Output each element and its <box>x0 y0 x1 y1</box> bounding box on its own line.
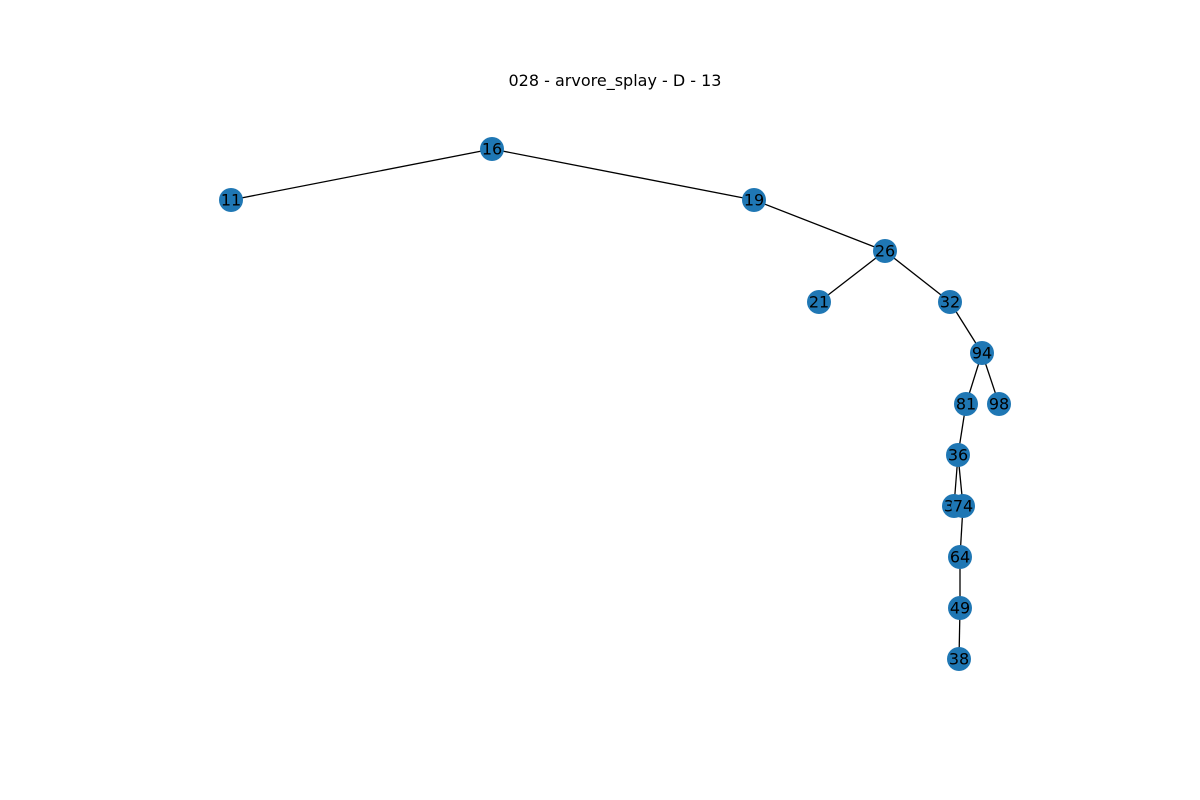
edge-26-21 <box>818 250 886 303</box>
node-16: 16 <box>480 137 504 161</box>
diagram-title: 028 - arvore_splay - D - 13 <box>508 71 722 90</box>
node-49: 49 <box>948 596 972 620</box>
node-38: 38 <box>947 647 971 671</box>
edge-16-19 <box>491 148 755 201</box>
node-label: 11 <box>221 191 241 210</box>
node-19: 19 <box>742 188 766 212</box>
node-64: 64 <box>948 545 972 569</box>
node-label: 64 <box>950 548 970 567</box>
edge-16-11 <box>230 148 493 201</box>
node-circle <box>742 188 766 212</box>
node-circle <box>873 239 897 263</box>
node-label: 36 <box>948 446 968 465</box>
edge-19-26 <box>753 199 886 252</box>
node-circle <box>954 392 978 416</box>
node-label: 32 <box>940 293 960 312</box>
node-circle <box>219 188 243 212</box>
node-circle <box>480 137 504 161</box>
node-circle <box>987 392 1011 416</box>
node-94: 94 <box>970 341 994 365</box>
node-11: 11 <box>219 188 243 212</box>
node-circle <box>946 443 970 467</box>
node-circle <box>948 545 972 569</box>
node-label: 81 <box>956 395 976 414</box>
node-label: 26 <box>875 242 895 261</box>
node-label: 19 <box>744 191 764 210</box>
node-21: 21 <box>807 290 831 314</box>
node-26: 26 <box>873 239 897 263</box>
node-32: 32 <box>938 290 962 314</box>
edge-26-32 <box>884 250 951 303</box>
node-label: 38 <box>949 650 969 669</box>
node-circle <box>970 341 994 365</box>
node-81: 81 <box>954 392 978 416</box>
node-label: 21 <box>809 293 829 312</box>
node-74: 74 <box>951 494 975 518</box>
node-label: 49 <box>950 599 970 618</box>
node-circle <box>948 596 972 620</box>
node-circle <box>951 494 975 518</box>
node-98: 98 <box>987 392 1011 416</box>
node-label: 94 <box>972 344 992 363</box>
node-36: 36 <box>946 443 970 467</box>
node-label: 16 <box>482 140 502 159</box>
node-circle <box>938 290 962 314</box>
node-circle <box>947 647 971 671</box>
node-label: 74 <box>953 497 973 516</box>
node-circle <box>807 290 831 314</box>
node-label: 98 <box>989 395 1009 414</box>
